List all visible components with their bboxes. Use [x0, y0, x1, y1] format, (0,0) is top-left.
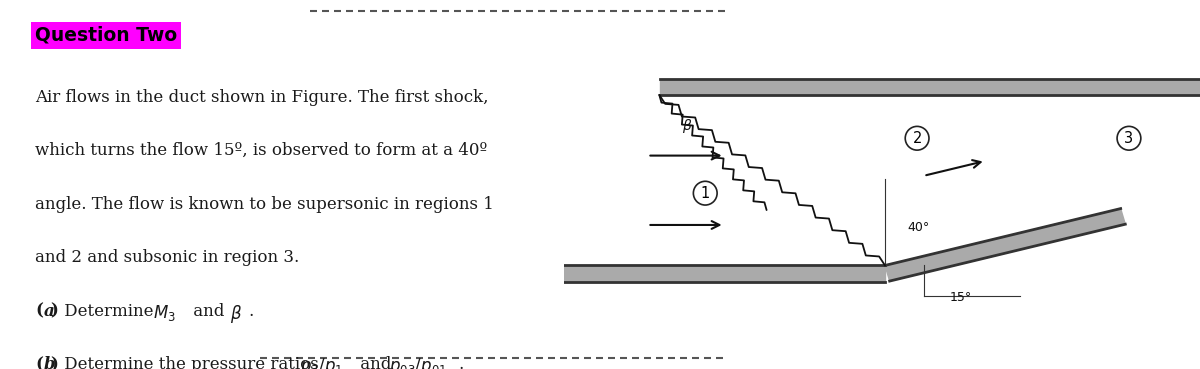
Polygon shape [660, 79, 1200, 95]
Text: 40°: 40° [907, 221, 930, 234]
Text: Determine: Determine [59, 303, 158, 320]
Text: 1: 1 [701, 186, 710, 201]
Text: (: ( [35, 356, 43, 369]
Text: b: b [43, 356, 55, 369]
Text: 3: 3 [1124, 131, 1134, 146]
Text: 2: 2 [912, 131, 922, 146]
Text: $p_3/p_1$: $p_3/p_1$ [300, 356, 343, 369]
Polygon shape [564, 265, 884, 282]
Text: and: and [187, 303, 229, 320]
Text: and 2 and subsonic in region 3.: and 2 and subsonic in region 3. [35, 249, 299, 266]
Text: Determine the pressure ratios: Determine the pressure ratios [59, 356, 324, 369]
Text: $\beta$: $\beta$ [682, 117, 692, 135]
Polygon shape [884, 208, 1126, 281]
Text: Air flows in the duct shown in Figure. The first shock,: Air flows in the duct shown in Figure. T… [35, 89, 488, 106]
Text: .: . [458, 356, 463, 369]
Text: $M_3$: $M_3$ [154, 303, 176, 323]
Text: ): ) [50, 303, 59, 320]
Text: Question Two: Question Two [35, 26, 178, 45]
Text: a: a [43, 303, 54, 320]
Text: $\beta$: $\beta$ [229, 303, 242, 325]
Text: and: and [355, 356, 396, 369]
Text: angle. The flow is known to be supersonic in regions 1: angle. The flow is known to be supersoni… [35, 196, 494, 213]
Text: (: ( [35, 303, 43, 320]
Text: ): ) [50, 356, 59, 369]
Text: $p_{03}/p_{01}$: $p_{03}/p_{01}$ [389, 356, 448, 369]
Text: 15°: 15° [949, 291, 972, 304]
Text: .: . [248, 303, 253, 320]
Text: which turns the flow 15º, is observed to form at a 40º: which turns the flow 15º, is observed to… [35, 142, 487, 159]
